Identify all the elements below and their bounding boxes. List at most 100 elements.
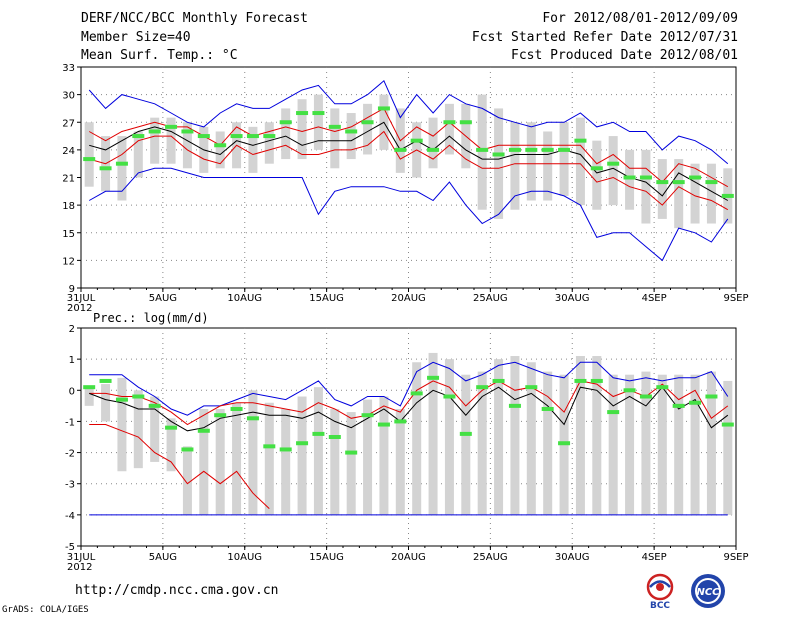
- panel1-obs-mark: [476, 147, 489, 152]
- panel2-obs-mark: [721, 422, 734, 427]
- panel2-obs-mark: [607, 410, 620, 415]
- panel2-box: [248, 390, 258, 515]
- panel1-box: [428, 117, 438, 169]
- panel2-obs-mark: [508, 403, 521, 408]
- panel1-box: [608, 136, 618, 206]
- panel1-obs-mark: [181, 129, 194, 134]
- panel2-xtick-label: 31JUL: [67, 552, 96, 563]
- panel2-obs-mark: [476, 385, 489, 390]
- panel1-box: [215, 131, 225, 169]
- panel2-obs-mark: [672, 403, 685, 408]
- panel1-obs-mark: [328, 124, 341, 129]
- panel1-upper-line: [88, 107, 729, 188]
- panel1-obs-mark: [492, 152, 505, 157]
- panel1-obs-mark: [443, 120, 456, 125]
- panel1-obs-mark: [623, 175, 636, 180]
- panel1-max-line: [88, 79, 729, 165]
- panel2-box: [412, 362, 422, 515]
- panel1-obs-mark: [296, 111, 309, 116]
- panel2-box: [232, 402, 242, 515]
- panel2-ytick-label: 0: [69, 386, 75, 397]
- panel2-box: [215, 408, 225, 515]
- panel1-xtick-label: 20AUG: [391, 293, 426, 304]
- panel2-xtick-label: 5AUG: [149, 552, 177, 563]
- panel2-box: [346, 412, 356, 515]
- panel2-box: [150, 396, 160, 462]
- panel1-box: [166, 117, 176, 164]
- panel2-obs-mark: [148, 403, 161, 408]
- panel2-box: [166, 418, 176, 472]
- panel1-obs-mark: [558, 147, 571, 152]
- panel1-xtick-label: 5AUG: [149, 293, 177, 304]
- panel2-box: [575, 356, 585, 515]
- panel1-obs-mark: [541, 147, 554, 152]
- panel2-ytick-label: -2: [65, 449, 75, 460]
- panel1-xtick-label: 15AUG: [309, 293, 344, 304]
- panel1-obs-mark: [410, 138, 423, 143]
- grads-credit: GrADS: COLA/IGES: [2, 605, 89, 615]
- panel2-xtick-label: 9SEP: [723, 552, 748, 563]
- panel2-box: [363, 399, 373, 515]
- panel2-box: [117, 377, 127, 472]
- panel1-box: [477, 94, 487, 210]
- panel1-ytick-label: 15: [62, 229, 75, 240]
- panel2-obs-mark: [181, 447, 194, 452]
- panel2-ytick-label: 1: [69, 355, 75, 366]
- panel1-obs-mark: [83, 157, 96, 162]
- panel1-xtick-label: 31JUL: [67, 293, 96, 304]
- panel2-obs-mark: [132, 394, 145, 399]
- panel1-box: [674, 159, 684, 229]
- panel1-min-line: [88, 167, 729, 262]
- panel1-xtick-label: 9SEP: [723, 293, 748, 304]
- panel2-box: [477, 371, 487, 515]
- panel1-box: [363, 103, 373, 155]
- panel2-upper-line: [89, 380, 729, 426]
- panel1-lower-line: [89, 130, 729, 211]
- panel1-xtick-label: 25AUG: [473, 293, 508, 304]
- panel2-obs-mark: [427, 375, 440, 380]
- panel2-obs-mark: [165, 425, 178, 430]
- panel2-box: [379, 396, 389, 515]
- panel2-ytick-label: -4: [65, 511, 75, 522]
- precip-label: Prec.: log(mm/d): [93, 311, 209, 325]
- panel2-ytick-label: -3: [65, 480, 75, 491]
- panel2-ytick-label: -1: [65, 417, 75, 428]
- panel1-ytick-label: 24: [62, 146, 75, 157]
- panel1-box: [543, 131, 553, 201]
- panel2-box: [625, 374, 635, 515]
- panel2-obs-mark: [246, 416, 259, 421]
- source-url[interactable]: http://cmdp.ncc.cma.gov.cn: [75, 583, 279, 598]
- panel2-obs-mark: [214, 413, 227, 418]
- panel1-box: [690, 163, 700, 224]
- panel2-obs-mark: [197, 428, 210, 433]
- panel2-box: [526, 362, 536, 515]
- panel2-box: [641, 371, 651, 515]
- panel1-box: [657, 159, 667, 219]
- panel2-obs-mark: [312, 431, 325, 436]
- panel2-box: [264, 402, 274, 515]
- panel2-obs-mark: [574, 378, 587, 383]
- ncc-logo: NCC: [684, 572, 732, 614]
- panel1-obs-mark: [377, 106, 390, 111]
- bcc-logo: BCC: [640, 572, 680, 614]
- panel1-ytick-label: 27: [62, 118, 75, 129]
- panel2-box: [706, 371, 716, 515]
- panel2-box: [494, 359, 504, 515]
- panel1-ytick-label: 33: [62, 63, 75, 74]
- variable-label: Mean Surf. Temp.: °C: [81, 48, 238, 63]
- panel2-box: [592, 356, 602, 515]
- panel1-obs-mark: [99, 166, 112, 171]
- panel1-box: [297, 99, 307, 160]
- panel2-obs-mark: [443, 394, 456, 399]
- panel1-box: [330, 108, 340, 169]
- panel2-obs-mark: [115, 397, 128, 402]
- panel2-obs-mark: [705, 394, 718, 399]
- panel1-obs-mark: [115, 161, 128, 166]
- panel1-obs-mark: [263, 134, 276, 139]
- panel2-obs-mark: [590, 378, 603, 383]
- panel1-box: [575, 117, 585, 206]
- panel1-box: [84, 122, 94, 187]
- panel1-obs-mark: [148, 129, 161, 134]
- panel2-box: [428, 352, 438, 515]
- panel1-obs-mark: [345, 129, 358, 134]
